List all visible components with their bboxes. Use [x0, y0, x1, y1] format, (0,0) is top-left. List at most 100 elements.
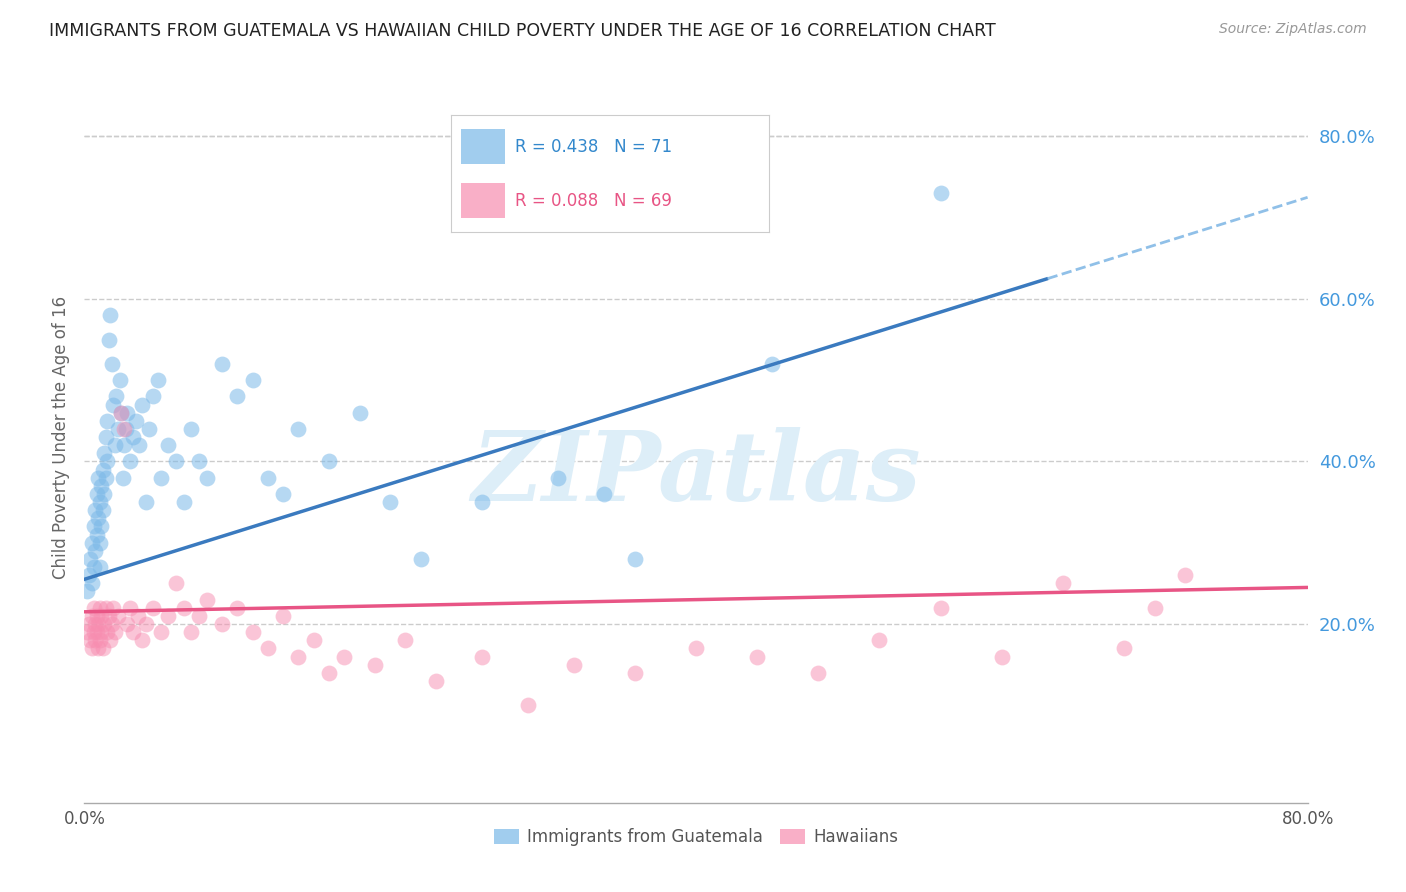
Point	[761, 357, 783, 371]
Point	[83, 519, 105, 533]
Point	[211, 357, 233, 371]
Point	[97, 333, 120, 347]
Point	[157, 438, 180, 452]
Point	[90, 479, 112, 493]
Point	[318, 665, 340, 680]
Point	[89, 560, 111, 574]
Point	[101, 617, 124, 632]
Point	[257, 471, 280, 485]
Point	[111, 471, 134, 485]
Point	[91, 462, 114, 476]
Point	[103, 600, 125, 615]
Point	[114, 422, 136, 436]
Point	[96, 414, 118, 428]
Point	[135, 495, 157, 509]
Point	[91, 641, 114, 656]
Point	[112, 422, 135, 436]
Point	[94, 471, 117, 485]
Point	[76, 625, 98, 640]
Point	[77, 568, 100, 582]
Point	[112, 438, 135, 452]
Point	[624, 665, 647, 680]
Point	[96, 625, 118, 640]
Point	[89, 600, 111, 615]
Point	[226, 600, 249, 615]
Point	[287, 649, 309, 664]
Point	[287, 422, 309, 436]
Point	[195, 592, 218, 607]
Point	[1114, 641, 1136, 656]
Point	[94, 600, 117, 615]
Point	[93, 446, 115, 460]
Point	[87, 511, 110, 525]
Point	[122, 430, 145, 444]
Text: Source: ZipAtlas.com: Source: ZipAtlas.com	[1219, 22, 1367, 37]
Point	[96, 454, 118, 468]
Point	[103, 398, 125, 412]
Point	[349, 406, 371, 420]
Point	[91, 503, 114, 517]
Point	[80, 641, 103, 656]
Point	[425, 673, 447, 688]
Point	[90, 519, 112, 533]
Point	[929, 600, 952, 615]
Text: ZIPatlas: ZIPatlas	[471, 426, 921, 521]
Point	[747, 649, 769, 664]
Point	[87, 471, 110, 485]
Point	[593, 487, 616, 501]
Point	[195, 471, 218, 485]
Point	[105, 389, 128, 403]
Point	[271, 487, 294, 501]
Point	[869, 633, 891, 648]
Point	[84, 503, 107, 517]
Point	[685, 641, 707, 656]
Point	[471, 495, 494, 509]
Point	[122, 625, 145, 640]
Point	[83, 600, 105, 615]
Point	[86, 608, 108, 623]
Point	[991, 649, 1014, 664]
Point	[1143, 600, 1166, 615]
Point	[242, 373, 264, 387]
Point	[257, 641, 280, 656]
Point	[120, 454, 142, 468]
Point	[79, 633, 101, 648]
Point	[471, 649, 494, 664]
Point	[104, 438, 127, 452]
Point	[380, 495, 402, 509]
Point	[364, 657, 387, 672]
Point	[409, 552, 432, 566]
Point	[86, 527, 108, 541]
Point	[115, 406, 138, 420]
Point	[76, 584, 98, 599]
Point	[77, 617, 100, 632]
Point	[165, 454, 187, 468]
Point	[108, 373, 131, 387]
Point	[226, 389, 249, 403]
Point	[131, 398, 153, 412]
Point	[165, 576, 187, 591]
Point	[83, 560, 105, 574]
Point	[84, 544, 107, 558]
Point	[97, 608, 120, 623]
Point	[173, 495, 195, 509]
Point	[104, 625, 127, 640]
Point	[89, 633, 111, 648]
Point	[107, 422, 129, 436]
Point	[87, 617, 110, 632]
Point	[110, 406, 132, 420]
Point	[93, 617, 115, 632]
Point	[86, 625, 108, 640]
Point	[115, 617, 138, 632]
Point	[127, 608, 149, 623]
Point	[149, 471, 172, 485]
Point	[807, 665, 830, 680]
Point	[107, 608, 129, 623]
Point	[125, 414, 148, 428]
Text: IMMIGRANTS FROM GUATEMALA VS HAWAIIAN CHILD POVERTY UNDER THE AGE OF 16 CORRELAT: IMMIGRANTS FROM GUATEMALA VS HAWAIIAN CH…	[49, 22, 995, 40]
Point	[333, 649, 356, 664]
Point	[135, 617, 157, 632]
Point	[146, 373, 169, 387]
Point	[142, 389, 165, 403]
Point	[84, 617, 107, 632]
